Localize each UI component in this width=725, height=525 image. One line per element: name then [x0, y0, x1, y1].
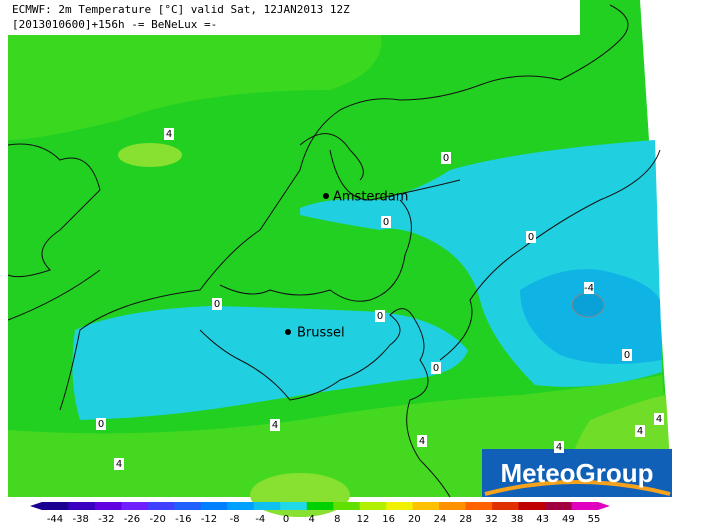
colorbar-tick-label: 38 — [511, 514, 524, 525]
colorbar-segment — [253, 502, 281, 510]
border — [439, 149, 661, 361]
colorbar-segment — [492, 502, 520, 510]
colorbar-tick-label: -8 — [230, 514, 240, 525]
colorbar-tick-label: -26 — [124, 514, 140, 525]
colorbar-tick-label: 12 — [357, 514, 370, 525]
colorbar-segment — [465, 502, 493, 510]
contour-label-box — [212, 298, 222, 310]
colorbar-segment — [386, 502, 414, 510]
city-label: Amsterdam — [333, 190, 408, 205]
colorbar-segment — [412, 502, 440, 510]
contour-label: 0 — [624, 350, 630, 361]
contour-label-box — [635, 425, 645, 437]
contour-label-box — [114, 458, 124, 470]
colorbar-tick-label: -12 — [201, 514, 217, 525]
contour-label-box — [526, 231, 536, 243]
contour-label: 0 — [443, 153, 449, 164]
contour-label: 0 — [377, 311, 383, 322]
contour-label: 4 — [116, 459, 122, 470]
colorbar-tick-label: 20 — [408, 514, 421, 525]
contour-label: -4 — [584, 283, 594, 294]
colorbar-segment — [333, 502, 361, 510]
contour-label-box — [381, 216, 391, 228]
colorbar-segment — [518, 502, 546, 510]
logo-text: MeteoGroup — [500, 458, 653, 488]
colorbar-segment — [571, 502, 599, 510]
city-marker — [285, 329, 291, 335]
contour-label-box — [417, 435, 427, 447]
colorbar-tick-label: -4 — [255, 514, 265, 525]
coastline — [59, 4, 629, 411]
contour-label: 0 — [98, 419, 104, 430]
colorbar-tick-label: 0 — [283, 514, 289, 525]
coastline — [7, 143, 101, 278]
contour-label: 0 — [383, 217, 389, 228]
colorbar-tick-label: -38 — [72, 514, 88, 525]
colorbar-segment — [227, 502, 255, 510]
logo-arc — [484, 480, 671, 496]
colorbar-tick-label: 24 — [434, 514, 447, 525]
colorbar-segment — [359, 502, 387, 510]
contour-label: 4 — [556, 442, 562, 453]
colorbar-tick-label: -44 — [47, 514, 63, 525]
colorbar-end — [30, 502, 42, 510]
colder-area — [571, 292, 605, 318]
contour-label: 4 — [419, 436, 425, 447]
colorbar-end — [598, 502, 610, 510]
contour-label: 0 — [528, 232, 534, 243]
coastline — [299, 133, 461, 201]
contour-label-box — [441, 152, 451, 164]
warm-area — [118, 143, 182, 167]
colorbar-segment — [174, 502, 202, 510]
warm-area — [8, 30, 382, 140]
colorbar-segment — [68, 502, 96, 510]
colorbar-segment — [147, 502, 175, 510]
contour-label: 4 — [656, 414, 662, 425]
city-label: Brussel — [297, 326, 345, 341]
contour-label-box — [164, 128, 174, 140]
city-marker — [323, 193, 329, 199]
colorbar-tick-label: 32 — [485, 514, 498, 525]
colorbar-segment — [94, 502, 122, 510]
warm-area — [250, 473, 350, 517]
colorbar-tick-label: -32 — [98, 514, 114, 525]
colorbar-segment — [306, 502, 334, 510]
colorbar-segment — [439, 502, 467, 510]
header-subtitle: [2013010600]+156h -= BeNeLux =- — [12, 18, 217, 31]
contour-label-box — [375, 310, 385, 322]
colorbar-tick-label: 49 — [562, 514, 575, 525]
colorbar-tick-label: -16 — [175, 514, 191, 525]
colorbar-segment — [42, 502, 69, 510]
colorbar-tick-label: -20 — [149, 514, 165, 525]
contour-label-box — [554, 441, 564, 453]
colorbar-tick-label: 8 — [334, 514, 340, 525]
colorbar-segment — [545, 502, 573, 510]
contour-label-box — [96, 418, 106, 430]
contour-label-box — [431, 362, 441, 374]
colorbar-segment — [121, 502, 149, 510]
coastline — [7, 269, 101, 321]
colorbar-tick-label: 16 — [382, 514, 395, 525]
contour-label-box — [654, 413, 664, 425]
colorbar-tick-label: 55 — [588, 514, 601, 525]
header-title: ECMWF: 2m Temperature [°C] valid Sat, 12… — [12, 3, 350, 16]
contour-label-box — [622, 349, 632, 361]
contour-label: 4 — [272, 420, 278, 431]
contour-label-box — [270, 419, 280, 431]
colorbar-tick-label: 28 — [459, 514, 472, 525]
border — [219, 199, 412, 302]
cold-area — [72, 306, 468, 420]
colorbar-tick-label: 43 — [536, 514, 549, 525]
colorbar-tick-label: 4 — [308, 514, 314, 525]
contour-label: 4 — [166, 129, 172, 140]
contour-label: 0 — [433, 363, 439, 374]
contour-label: 0 — [214, 299, 220, 310]
border — [199, 308, 451, 498]
colorbar-segment — [280, 502, 308, 510]
contour-label: 4 — [637, 426, 643, 437]
colorbar-segment — [200, 502, 228, 510]
header-box — [8, 0, 580, 35]
contour-label-box — [584, 282, 594, 294]
